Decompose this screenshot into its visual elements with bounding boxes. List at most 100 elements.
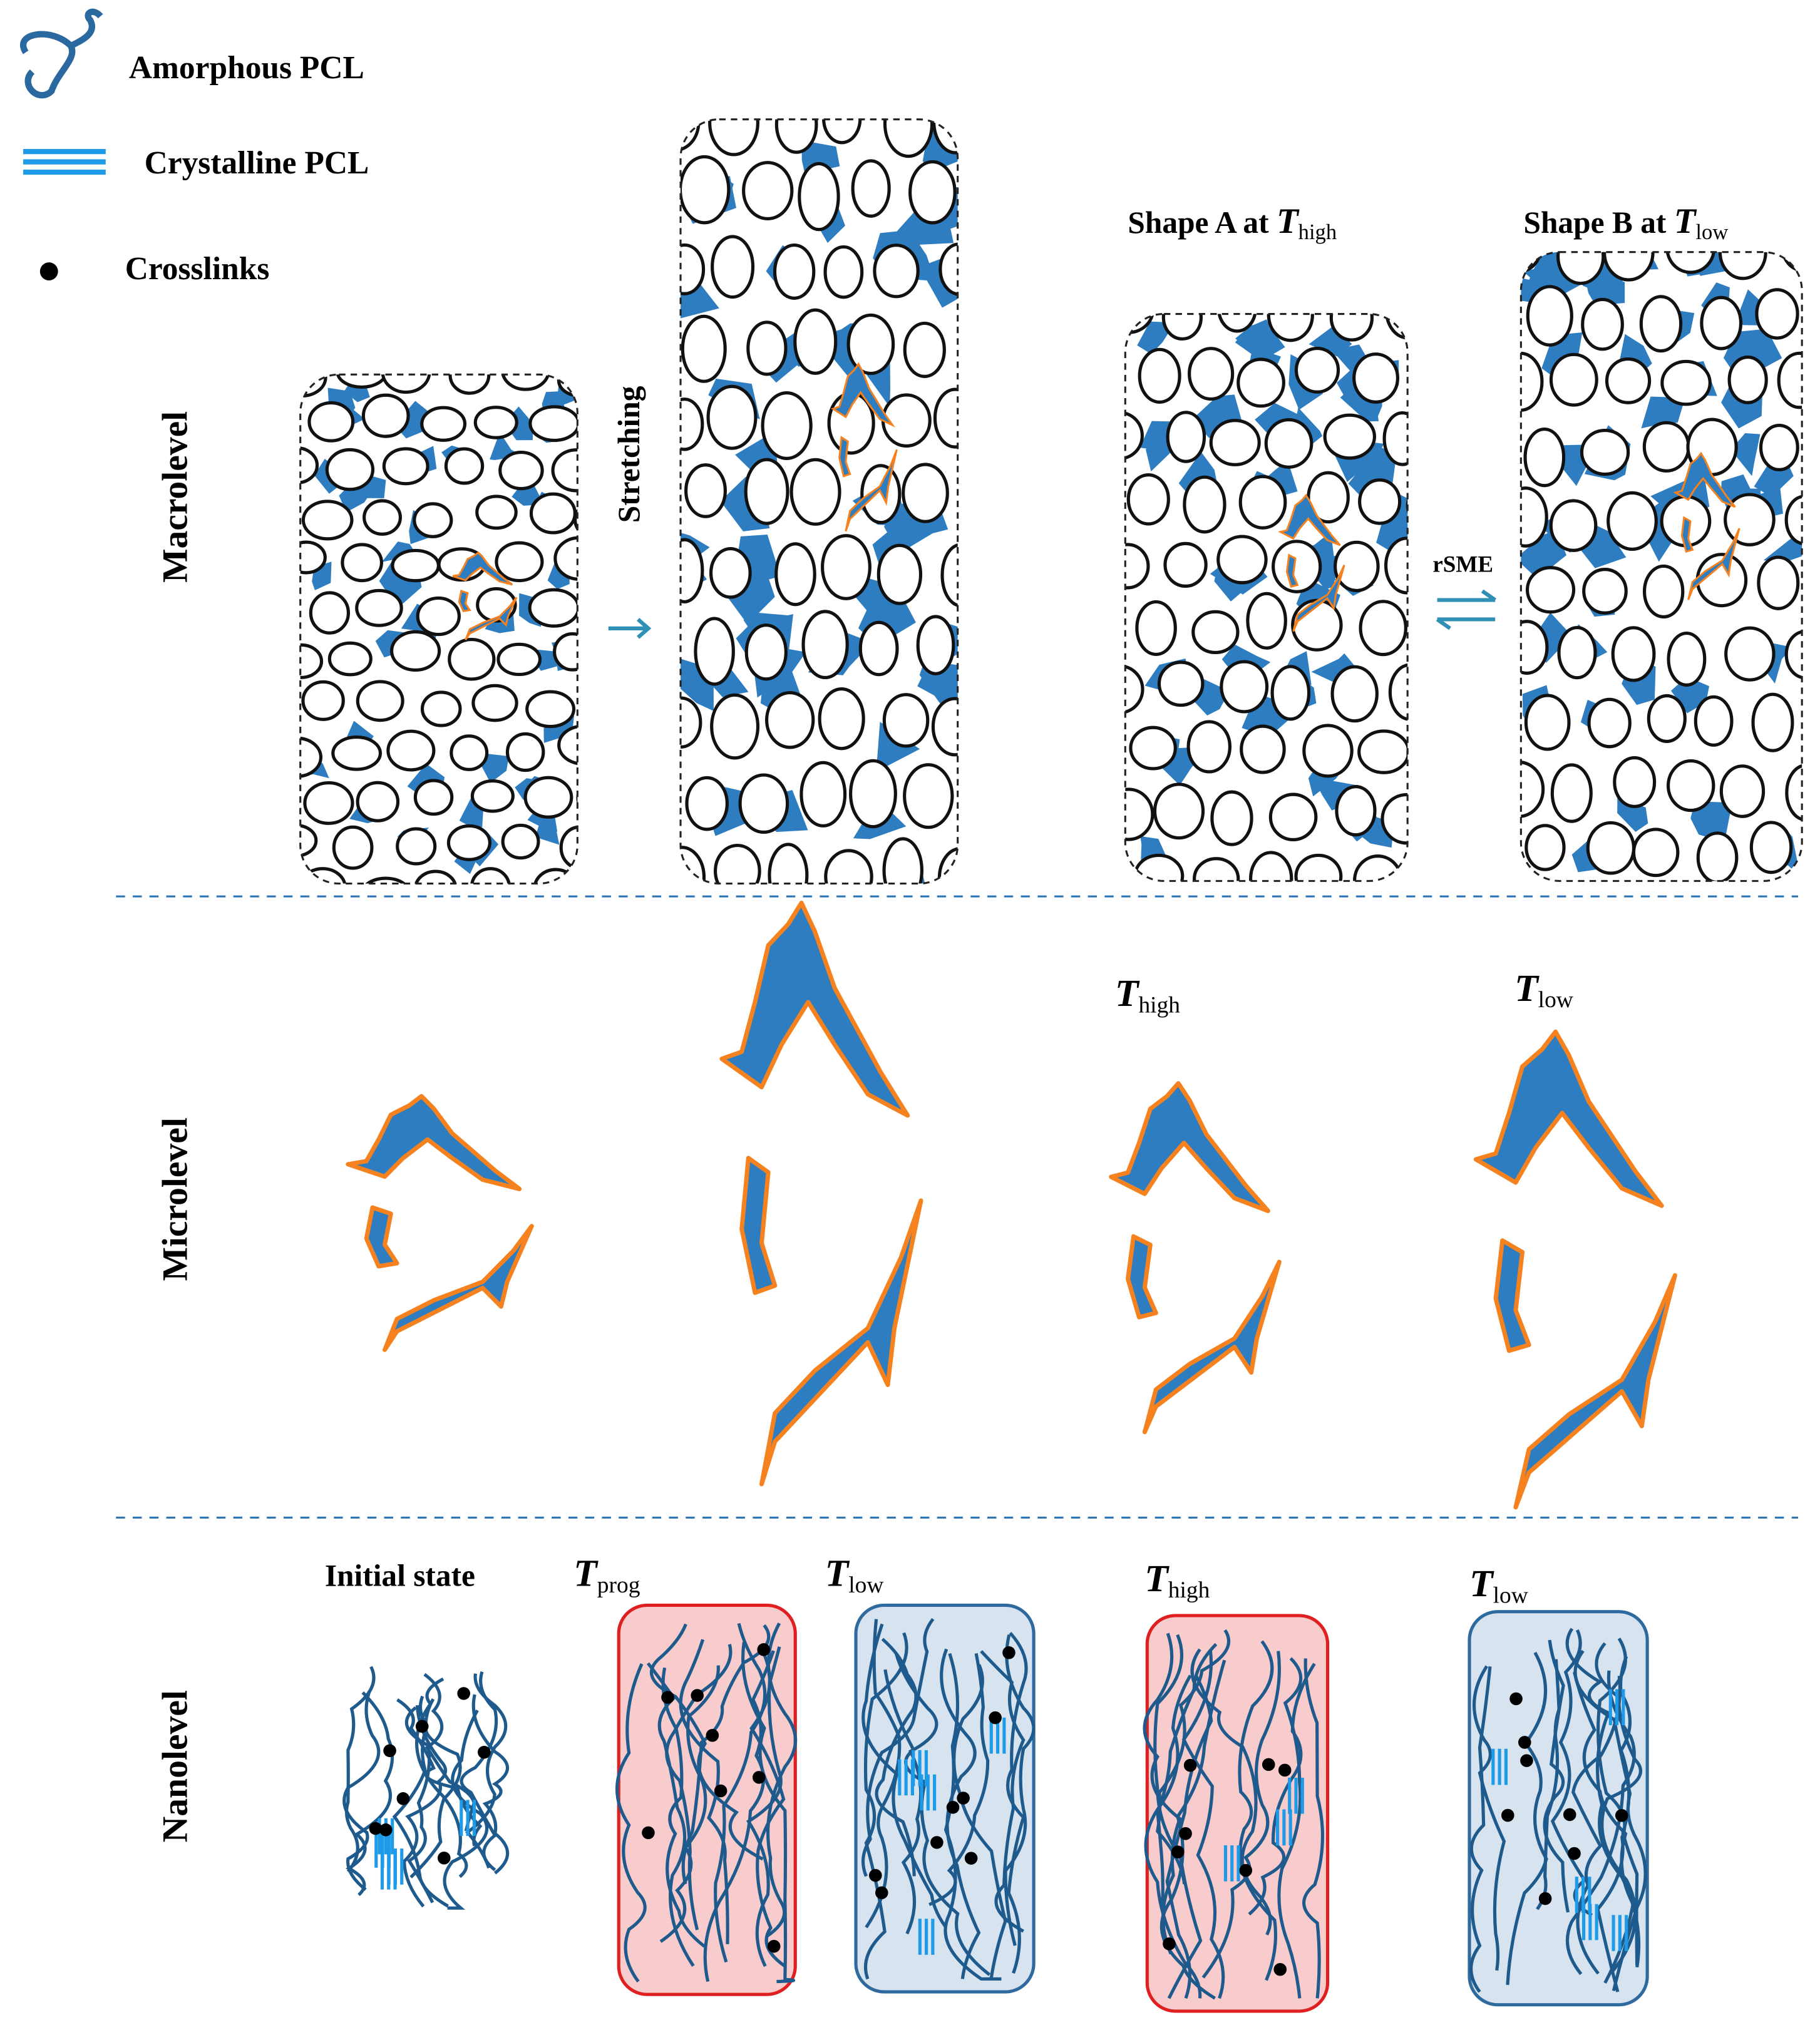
label-symbol: T: [1514, 967, 1540, 1010]
cell: [1125, 543, 1150, 590]
cell: [937, 847, 958, 884]
cell: [709, 547, 752, 599]
cell: [1500, 893, 1549, 936]
cell: [738, 773, 789, 834]
nano-sample: [1143, 1614, 1330, 2013]
micro-structure: [1111, 1084, 1280, 1432]
cell: [1382, 411, 1408, 466]
cell: [1521, 760, 1545, 818]
cell: [1264, 418, 1314, 469]
crosslink: [752, 1771, 766, 1784]
cell: [581, 690, 626, 730]
cell: [1523, 427, 1566, 488]
cell: [823, 245, 864, 299]
temperature-label: Tlow: [825, 1552, 884, 1598]
cell: [798, 161, 840, 232]
crosslink: [691, 1689, 704, 1702]
cell: [742, 161, 794, 221]
polymer-chain: [665, 1644, 733, 1930]
cell: [446, 824, 491, 861]
cell: [307, 401, 355, 443]
cell: [1781, 888, 1820, 946]
crosslink: [757, 1643, 771, 1656]
cell: [1392, 917, 1436, 960]
polymer-chain: [861, 1623, 947, 1928]
cell: [681, 314, 727, 383]
cell: [1135, 600, 1177, 656]
cell: [1220, 660, 1269, 714]
cell: [938, 242, 958, 296]
cell: [1719, 764, 1766, 818]
cell: [1613, 756, 1657, 809]
cell: [1605, 357, 1652, 404]
cell: [1724, 493, 1776, 546]
cell: [1125, 411, 1144, 461]
cell: [883, 119, 934, 158]
cell: [1113, 907, 1149, 956]
cell: [694, 617, 735, 686]
cell: [1667, 631, 1707, 687]
cell: [382, 447, 429, 486]
crosslink: [1262, 1758, 1275, 1771]
cell: [1582, 568, 1628, 615]
cell: [1526, 285, 1573, 347]
micro-shape: [366, 1207, 397, 1266]
cell: [1694, 695, 1734, 747]
cell: [309, 591, 351, 635]
macro-sample: [1113, 314, 1461, 960]
polymer-chain: [1277, 1657, 1303, 1999]
cell: [1581, 297, 1624, 351]
cell: [1785, 764, 1802, 822]
cell: [553, 536, 578, 581]
cell: [413, 779, 454, 816]
cell: [1751, 692, 1794, 752]
cell: [1268, 792, 1318, 842]
polymer-chain: [404, 1706, 434, 1904]
crosslink: [1518, 1736, 1531, 1749]
cell: [1157, 660, 1205, 707]
crosslink: [457, 1687, 470, 1700]
cell: [1660, 359, 1712, 406]
cell: [450, 734, 489, 771]
cell: [1294, 346, 1340, 394]
cell: [793, 308, 838, 375]
cell: [1525, 566, 1576, 614]
polymer-chain: [1506, 1651, 1548, 1986]
crosslink: [1183, 1758, 1197, 1772]
cell: [1358, 478, 1402, 525]
cell: [300, 540, 327, 575]
cell: [327, 641, 373, 677]
label-subscript: high: [1138, 992, 1180, 1018]
cell: [1133, 853, 1185, 881]
cell: [1749, 821, 1793, 874]
cell: [496, 642, 542, 677]
micro-structure: [1476, 1032, 1675, 1507]
polymer-chain: [1571, 1675, 1622, 1975]
cell: [420, 690, 462, 727]
polymer-chain: [1006, 1631, 1028, 1974]
cell: [381, 374, 431, 394]
highlight-shape: [1689, 528, 1740, 600]
polymer-chain: [749, 1652, 786, 1968]
highlight-shape: [453, 553, 512, 585]
polymer-chain: [703, 1650, 775, 1982]
amorphous-region: [1690, 801, 1732, 843]
crosslink: [396, 1792, 410, 1805]
crosslink: [930, 1836, 943, 1849]
cell: [1421, 608, 1461, 655]
cell: [1642, 421, 1690, 473]
nano-sample: [342, 1666, 510, 1910]
cell: [396, 827, 437, 866]
crosslink: [1568, 1847, 1581, 1860]
cell: [1696, 831, 1739, 881]
cell: [300, 823, 318, 858]
cell: [300, 446, 319, 485]
crosslink: [875, 1886, 888, 1900]
legend-label: Crystalline PCL: [145, 145, 369, 181]
cell: [386, 729, 436, 772]
cell: [1607, 491, 1658, 551]
cell: [1246, 592, 1287, 650]
cell: [1632, 828, 1680, 878]
temperature-label: Thigh: [1144, 1557, 1210, 1603]
